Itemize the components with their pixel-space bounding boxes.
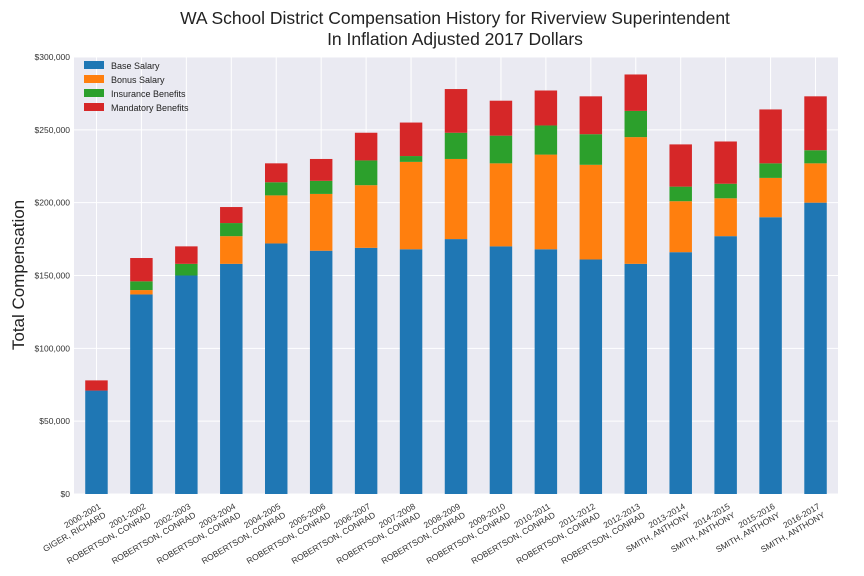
bar-base-salary [669,252,692,494]
bar-base-salary [220,263,243,494]
bar-base-salary [579,259,603,494]
bar-base-salary [759,217,782,494]
bar-bonus-salary [804,163,827,203]
bar-base-salary [534,249,558,494]
chart-title-line-1: WA School District Compensation History … [180,8,730,28]
bar-bonus-salary [309,193,333,251]
bar-mandatory-benefits [399,122,423,157]
bar-mandatory-benefits [759,109,782,164]
bar-bonus-salary [354,185,378,248]
bar-bonus-salary [399,161,423,250]
y-axis-label: Total Compensation [9,200,28,350]
chart-title-line-2: In Inflation Adjusted 2017 Dollars [327,29,583,49]
bar-bonus-salary [130,290,153,295]
legend-label: Bonus Salary [111,75,165,85]
legend-swatch [84,61,104,69]
plot-area: $0 $50,000 $100,000 $150,000 $200,000 $250,00… [35,52,838,566]
bar-mandatory-benefits [669,144,692,187]
bar-insurance-benefits [579,134,603,165]
bar-insurance-benefits [130,281,153,291]
bar-mandatory-benefits [220,207,243,224]
bar-insurance-benefits [489,135,513,164]
y-tick-label: $150,000 [35,271,71,281]
bar-base-salary [309,250,333,494]
legend-swatch [84,89,104,97]
bar-base-salary [489,246,513,494]
legend-label: Base Salary [111,61,160,71]
bar-bonus-salary [669,201,692,253]
bar-mandatory-benefits [624,74,647,111]
bar-mandatory-benefits [714,141,737,184]
y-tick-label: $300,000 [35,52,71,62]
bar-mandatory-benefits [130,258,153,282]
bar-insurance-benefits [624,110,647,138]
bar-base-salary [714,236,737,495]
legend-label: Insurance Benefits [111,89,186,99]
y-tick-label: $100,000 [35,343,71,353]
legend-swatch [84,75,104,83]
bar-base-salary [130,294,153,494]
bar-bonus-salary [759,177,782,218]
bar-mandatory-benefits [444,89,468,133]
bar-bonus-salary [220,236,243,264]
bar-base-salary [265,243,288,494]
bar-insurance-benefits [759,163,782,178]
bar-bonus-salary [489,163,513,247]
legend: Base Salary Bonus Salary Insurance Benefit… [84,61,189,113]
bar-insurance-benefits [804,150,827,164]
bar-bonus-salary [444,158,468,240]
bar-base-salary [175,275,198,494]
bar-mandatory-benefits [265,163,288,183]
bar-bonus-salary [534,154,558,250]
bar-mandatory-benefits [804,96,827,151]
bar-mandatory-benefits [354,132,378,161]
bar-insurance-benefits [354,160,378,186]
bar-mandatory-benefits [309,158,333,181]
bar-base-salary [444,239,468,494]
y-tick-label: $200,000 [35,198,71,208]
bar-base-salary [354,247,378,494]
bar-insurance-benefits [175,263,198,276]
y-tick-label: $50,000 [39,416,70,426]
bar-base-salary [624,263,647,494]
bar-bonus-salary [714,198,737,237]
bar-bonus-salary [624,137,647,264]
bar-insurance-benefits [714,183,737,199]
legend-label: Mandatory Benefits [111,103,189,113]
bar-mandatory-benefits [534,90,558,126]
bar-base-salary [85,390,108,494]
bar-base-salary [399,249,423,494]
bar-bonus-salary [579,164,603,260]
bar-base-salary [804,202,827,494]
y-tick-label: $250,000 [35,125,71,135]
bar-mandatory-benefits [175,246,198,264]
legend-swatch [84,103,104,111]
bar-mandatory-benefits [579,96,603,135]
y-tick-label: $0 [61,489,71,499]
bar-bonus-salary [265,195,288,244]
bar-mandatory-benefits [489,100,513,136]
bar-insurance-benefits [444,132,468,159]
bar-insurance-benefits [669,186,692,202]
bar-insurance-benefits [534,125,558,155]
bar-insurance-benefits [399,156,423,162]
bar-insurance-benefits [220,223,243,237]
bar-mandatory-benefits [85,380,108,391]
bar-insurance-benefits [265,182,288,196]
bar-insurance-benefits [309,180,333,194]
